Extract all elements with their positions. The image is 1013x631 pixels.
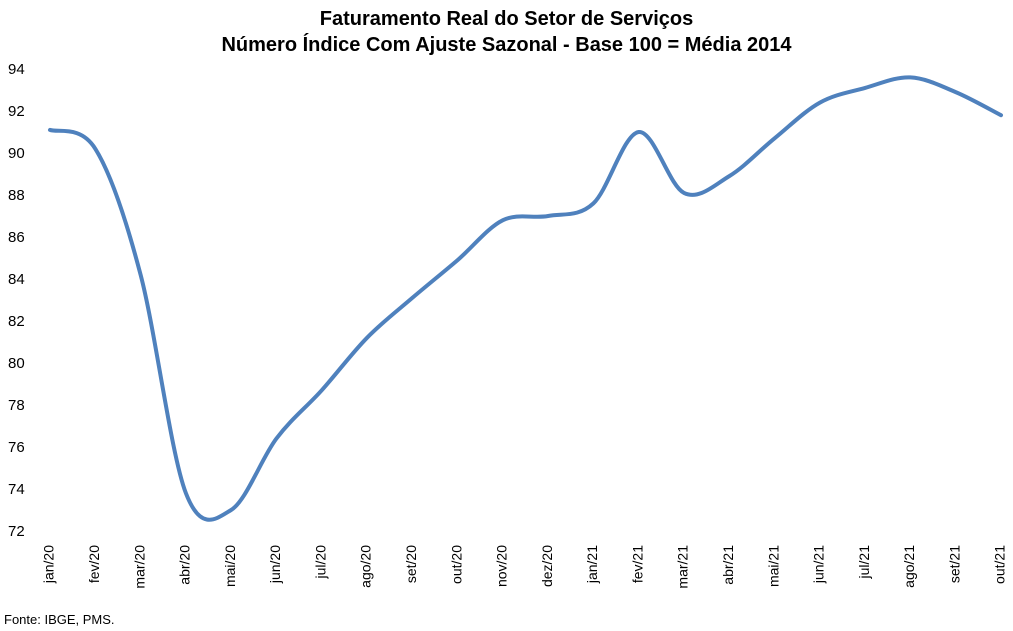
data-point: [365, 336, 369, 340]
chart-title: Faturamento Real do Setor de Serviços: [319, 8, 694, 30]
data-point: [591, 201, 595, 205]
x-tick-label: abr/21: [720, 545, 736, 585]
data-point: [501, 218, 505, 222]
x-tick-label: dez/20: [539, 545, 555, 587]
data-point: [184, 491, 188, 495]
data-point: [908, 75, 912, 79]
x-tick-label: abr/20: [177, 545, 193, 585]
y-tick-label: 76: [8, 439, 25, 456]
y-tick-label: 72: [8, 523, 25, 540]
data-point: [818, 101, 822, 105]
x-tick-label: mai/21: [765, 545, 781, 587]
data-point: [999, 113, 1003, 117]
x-tick-label: jan/21: [584, 545, 600, 584]
y-tick-label: 90: [8, 145, 25, 162]
y-tick-label: 74: [8, 481, 25, 498]
x-tick-label: out/20: [448, 545, 464, 584]
x-tick-label: jun/21: [811, 545, 827, 584]
data-point: [48, 128, 52, 132]
x-tick-label: nov/20: [494, 545, 510, 587]
x-tick-label: out/21: [992, 545, 1008, 584]
data-point: [682, 191, 686, 195]
data-point: [773, 136, 777, 140]
data-point: [139, 273, 143, 277]
x-tick-label: mar/21: [675, 545, 691, 589]
y-tick-label: 80: [8, 355, 25, 372]
data-point: [954, 90, 958, 94]
data-point: [727, 174, 731, 178]
y-tick-label: 82: [8, 313, 25, 330]
x-tick-label: mar/20: [131, 545, 147, 589]
data-point: [229, 508, 233, 512]
x-tick-label: jun/20: [267, 545, 283, 584]
data-point: [863, 86, 867, 90]
data-point: [410, 296, 414, 300]
x-tick-label: jul/20: [312, 545, 328, 580]
data-point: [546, 214, 550, 218]
x-tick-label: set/20: [403, 545, 419, 583]
x-tick-label: fev/20: [86, 545, 102, 583]
x-tick-label: ago/21: [901, 545, 917, 588]
y-tick-label: 78: [8, 397, 25, 414]
x-tick-label: mai/20: [222, 545, 238, 587]
x-tick-label: jul/21: [856, 545, 872, 580]
x-tick-label: fev/21: [629, 545, 645, 583]
series-line: [48, 75, 1003, 522]
y-tick-label: 92: [8, 103, 25, 120]
data-point: [93, 147, 97, 151]
data-point: [320, 388, 324, 392]
source-note: Fonte: IBGE, PMS.: [4, 612, 115, 627]
data-point: [456, 258, 460, 262]
y-tick-label: 94: [8, 61, 25, 78]
y-tick-label: 86: [8, 229, 25, 246]
x-tick-label: ago/20: [358, 545, 374, 588]
data-point: [274, 437, 278, 441]
y-tick-label: 88: [8, 187, 25, 204]
x-tick-label: jan/20: [41, 545, 57, 584]
chart-title-block: Faturamento Real do Setor de Serviços Nú…: [0, 6, 1013, 58]
y-tick-label: 84: [8, 271, 25, 288]
chart-subtitle: Número Índice Com Ajuste Sazonal - Base …: [221, 34, 792, 56]
x-tick-label: set/21: [946, 545, 962, 583]
data-point: [637, 130, 641, 134]
